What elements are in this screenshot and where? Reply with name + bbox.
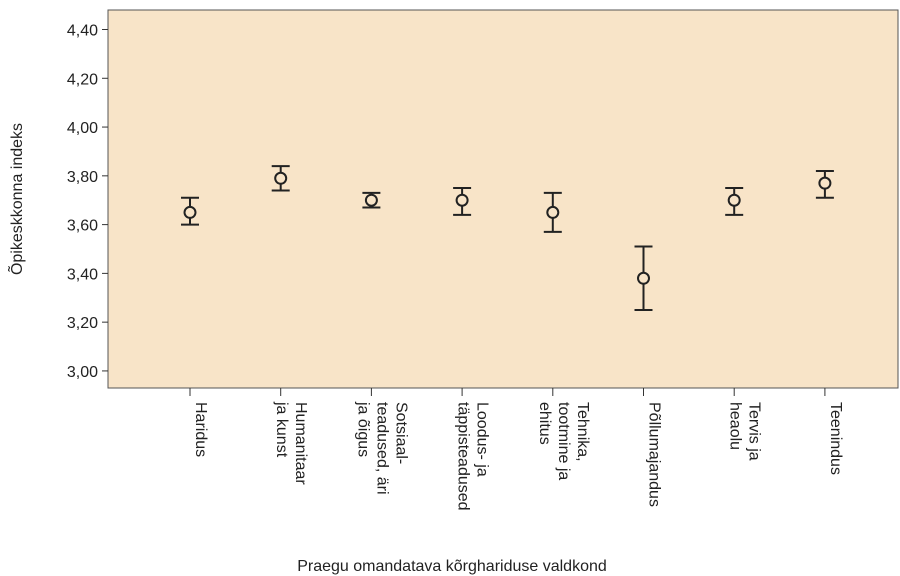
x-tick-label: Teenindus <box>827 402 844 475</box>
x-tick-label-line: teadused, äri <box>373 402 390 495</box>
x-tick-label-line: Loodus- ja <box>474 402 491 477</box>
x-tick-label-line: Humanitaar <box>292 402 309 485</box>
x-tick-label-line: Põllumajandus <box>646 402 663 507</box>
error-bar <box>815 169 834 199</box>
y-tick-label: 4,20 <box>67 71 98 88</box>
x-tick-label-line: ehitus <box>536 402 553 445</box>
y-axis: 3,00 3,20 3,40 3,60 3,80 4,00 4,20 4,40 <box>67 23 108 381</box>
x-tick-label-line: Tervis ja <box>746 402 763 461</box>
x-tick-label-line: tootmine ja <box>555 402 572 480</box>
mean-marker <box>455 193 469 207</box>
mean-marker <box>183 205 197 219</box>
x-tick-label-line: ja õigus <box>354 401 371 457</box>
y-tick-label: 3,00 <box>67 364 98 381</box>
x-tick-label: Põllumajandus <box>646 402 663 507</box>
error-bar <box>725 187 744 216</box>
x-tick-label: Haridus <box>192 402 209 457</box>
x-tick-label-line: Sotsiaal- <box>392 402 409 464</box>
y-tick-label: 3,20 <box>67 315 98 332</box>
y-tick-label: 4,00 <box>67 120 98 137</box>
mean-marker <box>818 176 832 190</box>
mean-marker <box>727 193 741 207</box>
y-tick-label: 3,40 <box>67 266 98 283</box>
error-bar <box>181 196 199 226</box>
x-tick-label-line: Haridus <box>192 402 209 457</box>
y-tick-label: 3,80 <box>67 169 98 186</box>
y-tick-label: 3,60 <box>67 218 98 235</box>
mean-marker <box>546 205 560 219</box>
y-axis-title: Õpikeskkonna indeks <box>6 123 26 275</box>
x-tick-label-line: täppisteadused <box>455 402 472 511</box>
error-bar <box>271 165 290 192</box>
mean-marker <box>274 171 288 185</box>
plot-area <box>107 9 899 389</box>
x-tick-label-line: ja kunst <box>273 401 290 458</box>
error-bar <box>543 191 562 233</box>
error-bar <box>453 187 472 216</box>
x-tick-label-line: Teenindus <box>827 402 844 475</box>
error-bar <box>362 191 381 209</box>
x-axis-title: Praegu omandatava kõrghariduse valdkond <box>297 558 607 575</box>
y-tick-label: 4,40 <box>67 23 98 40</box>
mean-marker <box>637 271 650 285</box>
error-bar <box>634 245 653 311</box>
x-tick-label-line: heaolu <box>727 402 744 450</box>
x-tick-label-line: Tehnika, <box>574 402 591 462</box>
mean-marker <box>364 193 378 207</box>
error-bars <box>181 165 834 311</box>
